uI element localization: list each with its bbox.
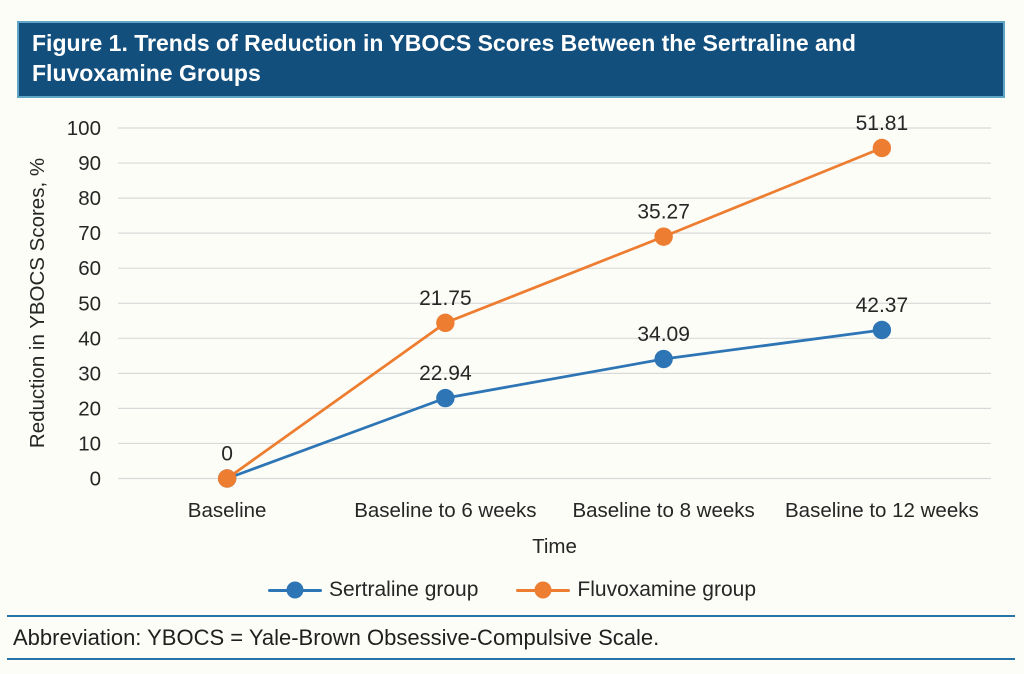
- data-label-sertraline: 34.09: [637, 323, 690, 346]
- figure-title-bar: Figure 1. Trends of Reduction in YBOCS S…: [17, 21, 1005, 98]
- x-category-label: Baseline: [188, 499, 267, 522]
- x-category-label: Baseline to 8 weeks: [572, 499, 754, 522]
- data-label-sertraline: 42.37: [856, 294, 909, 317]
- legend-dot-icon: [534, 581, 552, 599]
- y-axis-tick-label: 70: [78, 222, 101, 245]
- y-axis-tick-label: 40: [78, 327, 101, 350]
- data-point-fluvoxamine: [654, 227, 673, 246]
- data-label-fluvoxamine: 51.81: [856, 112, 909, 135]
- series-line-fluvoxamine: [226, 146, 883, 480]
- y-axis-tick-label: 100: [67, 117, 101, 140]
- data-point-sertraline: [872, 320, 892, 340]
- y-axis-tick-label: 30: [78, 362, 101, 385]
- data-point-fluvoxamine: [872, 138, 892, 158]
- legend: Sertraline group Fluvoxamine group: [0, 576, 1024, 604]
- legend-label: Sertraline group: [328, 578, 479, 601]
- y-axis-tick-label: 50: [78, 292, 101, 315]
- data-label-fluvoxamine: 0: [221, 443, 233, 466]
- data-label-sertraline: 22.94: [419, 362, 472, 385]
- figure-title: Figure 1. Trends of Reduction in YBOCS S…: [32, 30, 856, 87]
- x-category-label: Baseline to 12 weeks: [785, 499, 979, 522]
- x-axis-title: Time: [532, 535, 577, 558]
- x-category-label: Baseline to 6 weeks: [354, 499, 536, 522]
- data-label-fluvoxamine: 35.27: [637, 201, 690, 224]
- abbreviation-text: Abbreviation: YBOCS = Yale-Brown Obsessi…: [13, 624, 660, 650]
- footer-note: Abbreviation: YBOCS = Yale-Brown Obsessi…: [7, 615, 1015, 660]
- legend-dot-icon: [286, 581, 304, 599]
- legend-item-fluvoxamine: Fluvoxamine group: [516, 578, 756, 602]
- legend-item-sertraline: Sertraline group: [267, 578, 479, 602]
- y-axis-tick-label: 0: [90, 468, 101, 491]
- data-label-fluvoxamine: 21.75: [419, 287, 472, 310]
- y-axis-tick-label: 20: [78, 397, 101, 420]
- data-point-sertraline: [436, 388, 455, 408]
- data-point-fluvoxamine: [217, 469, 237, 488]
- legend-label: Fluvoxamine group: [577, 578, 756, 601]
- legend-line-dot-icon: [267, 581, 322, 599]
- data-point-sertraline: [654, 349, 673, 369]
- y-axis-tick-label: 60: [78, 257, 101, 280]
- legend-line-dot-icon: [516, 581, 571, 599]
- data-point-fluvoxamine: [436, 313, 455, 333]
- y-axis-tick-label: 10: [78, 432, 101, 455]
- series-line-sertraline: [226, 328, 883, 480]
- y-axis-tick-label: 90: [78, 152, 101, 175]
- y-axis-title: Reduction in YBOCS Scores, %: [26, 158, 49, 448]
- y-axis-tick-label: 80: [78, 187, 101, 210]
